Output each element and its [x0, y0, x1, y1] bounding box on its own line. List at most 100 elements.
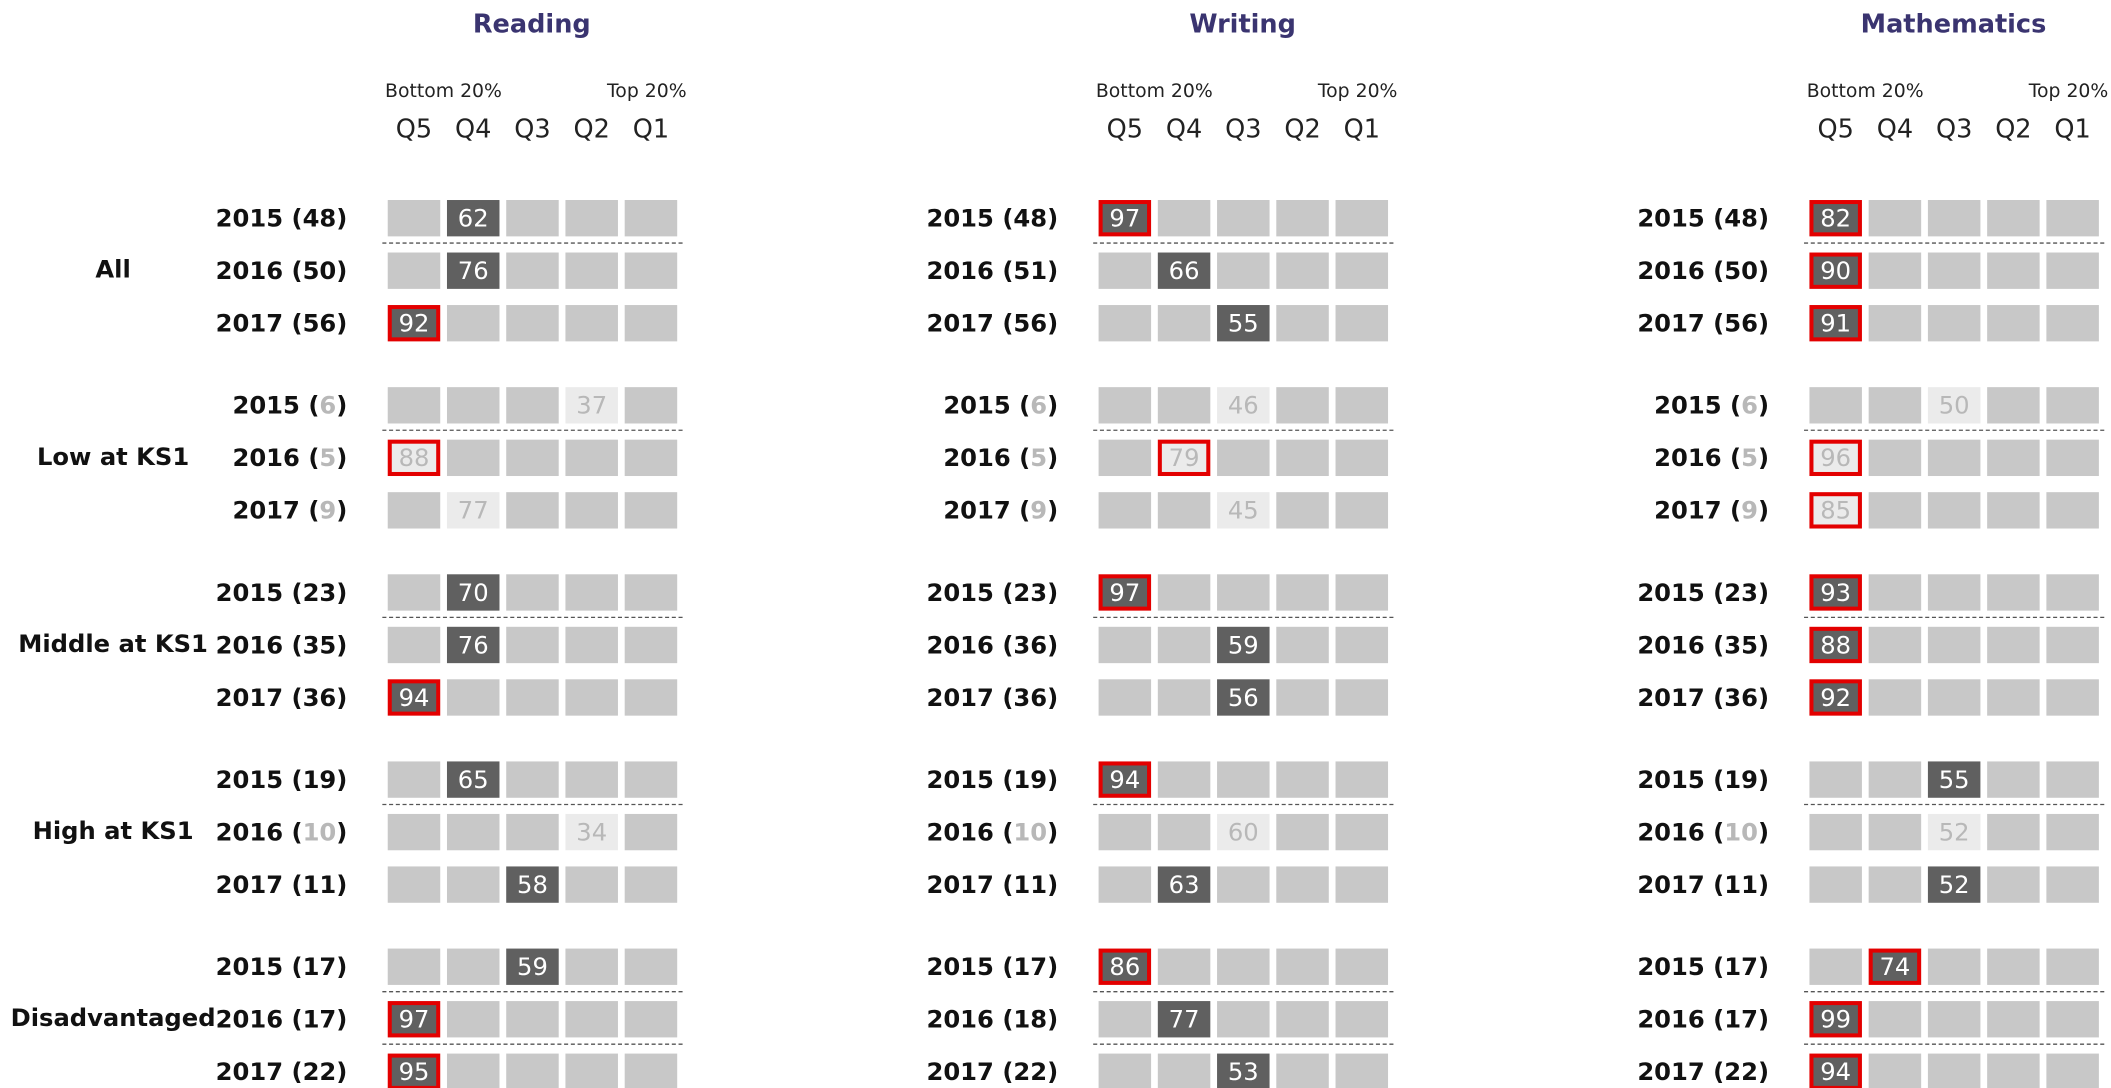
row-label: 2015 (6)	[232, 392, 347, 420]
paren: (	[994, 871, 1014, 899]
value-label: 46	[1228, 392, 1259, 420]
empty-cell	[1335, 574, 1389, 611]
value-cell	[1098, 200, 1152, 237]
value-cell	[1809, 1001, 1862, 1038]
paren: (	[283, 579, 303, 607]
empty-cell	[624, 492, 678, 529]
year: 2015	[926, 579, 993, 607]
year: 2015	[926, 205, 993, 233]
empty-cell	[506, 1053, 559, 1088]
paren: )	[1047, 1058, 1058, 1086]
empty-cell	[1868, 305, 1922, 342]
empty-cell	[1987, 439, 2040, 477]
year: 2016	[926, 818, 993, 846]
group-label: Low at KS1	[37, 443, 189, 471]
row-label: 2015 (17)	[1637, 953, 1769, 981]
empty-cell	[1157, 626, 1211, 664]
empty-cell	[1868, 679, 1922, 716]
empty-cell	[1098, 1053, 1152, 1088]
paren: (	[283, 766, 303, 794]
empty-cell	[1868, 866, 1922, 903]
year: 2017	[216, 310, 283, 338]
row-label: 2016 (10)	[926, 818, 1058, 846]
empty-cell	[1157, 813, 1211, 851]
empty-cell	[1927, 200, 1981, 237]
empty-cell	[1335, 252, 1389, 289]
value-label: 58	[517, 871, 548, 899]
empty-cell	[1987, 679, 2040, 716]
value-label: 76	[458, 631, 489, 659]
paren: (	[994, 1006, 1014, 1034]
paren: )	[1047, 818, 1058, 846]
bottom-label: Bottom 20%	[1807, 81, 1924, 102]
count: 18	[1013, 1006, 1047, 1034]
paren: (	[283, 1006, 303, 1034]
value-cell	[1927, 761, 1981, 798]
paren: (	[1722, 444, 1742, 472]
empty-cell	[1098, 1001, 1152, 1038]
value-label: 60	[1228, 818, 1259, 846]
paren: )	[336, 871, 347, 899]
value-label: 93	[1820, 579, 1851, 607]
row-label: 2015 (17)	[216, 953, 348, 981]
empty-cell	[1335, 492, 1389, 529]
paren: )	[1047, 310, 1058, 338]
count: 17	[1724, 953, 1758, 981]
year: 2015	[216, 953, 283, 981]
value-cell	[446, 626, 500, 664]
paren: )	[1047, 766, 1058, 794]
value-label: 45	[1228, 497, 1259, 525]
count: 5	[1030, 444, 1047, 472]
empty-cell	[624, 813, 678, 851]
empty-cell	[1987, 492, 2040, 529]
year: 2016	[216, 257, 283, 285]
row-label: 2017 (22)	[216, 1058, 348, 1086]
paren: (	[283, 257, 303, 285]
value-label: 62	[458, 205, 489, 233]
quintile-label: Q1	[633, 115, 669, 145]
value-label: 34	[576, 818, 607, 846]
empty-cell	[446, 387, 500, 424]
paren: (	[283, 953, 303, 981]
paren: )	[336, 497, 347, 525]
empty-cell	[1335, 305, 1389, 342]
year: 2015	[216, 766, 283, 794]
empty-cell	[565, 626, 618, 664]
paren: )	[1758, 953, 1769, 981]
empty-cell	[2046, 948, 2099, 985]
empty-cell	[1157, 948, 1211, 985]
year: 2015	[1637, 953, 1704, 981]
value-cell	[1809, 626, 1862, 664]
empty-cell	[387, 626, 441, 664]
paren: )	[1758, 631, 1769, 659]
empty-cell	[1276, 1001, 1329, 1038]
year: 2015	[926, 953, 993, 981]
empty-cell	[1157, 574, 1211, 611]
empty-cell	[565, 574, 618, 611]
empty-cell	[1987, 1001, 2040, 1038]
value-cell	[387, 1001, 441, 1038]
count: 56	[1013, 310, 1047, 338]
value-label: 76	[458, 257, 489, 285]
value-label: 97	[1109, 205, 1140, 233]
empty-cell	[1987, 761, 2040, 798]
row-label: 2017 (36)	[926, 684, 1058, 712]
empty-cell	[1157, 200, 1211, 237]
empty-cell	[1987, 948, 2040, 985]
row-label: 2016 (5)	[232, 444, 347, 472]
paren: (	[1705, 818, 1725, 846]
quintile-label: Q5	[396, 115, 432, 145]
empty-cell	[2046, 761, 2099, 798]
empty-cell	[387, 252, 441, 289]
count: 6	[1030, 392, 1047, 420]
count: 23	[303, 579, 337, 607]
count: 23	[1724, 579, 1758, 607]
empty-cell	[1098, 813, 1152, 851]
year: 2017	[1654, 497, 1721, 525]
value-cell	[1809, 439, 1862, 477]
empty-cell	[1335, 679, 1389, 716]
value-label: 91	[1820, 310, 1851, 338]
paren: (	[1011, 497, 1031, 525]
count: 19	[303, 766, 337, 794]
paren: )	[336, 579, 347, 607]
